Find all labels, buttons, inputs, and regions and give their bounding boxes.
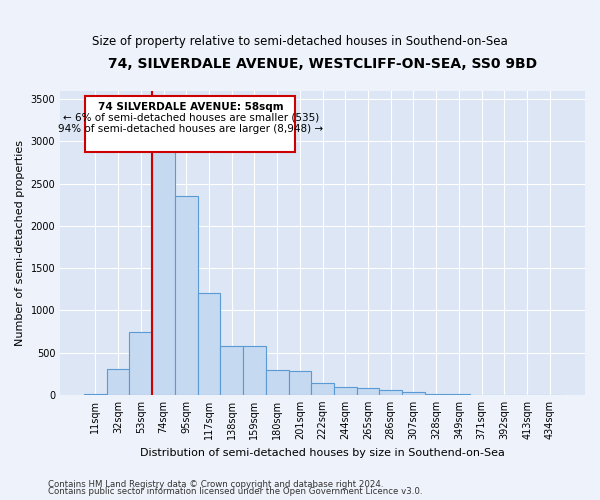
Bar: [334, 387, 356, 395]
Bar: [197, 294, 220, 395]
Title: 74, SILVERDALE AVENUE, WESTCLIFF-ON-SEA, SS0 9BD: 74, SILVERDALE AVENUE, WESTCLIFF-ON-SEA,…: [108, 58, 537, 71]
Bar: [243, 346, 266, 395]
Bar: [107, 368, 130, 395]
Text: 94% of semi-detached houses are larger (8,948) →: 94% of semi-detached houses are larger (…: [58, 124, 323, 134]
Bar: [425, 394, 448, 395]
Bar: [175, 196, 197, 395]
Bar: [220, 346, 243, 395]
Text: 74 SILVERDALE AVENUE: 58sqm: 74 SILVERDALE AVENUE: 58sqm: [98, 102, 284, 112]
Text: Size of property relative to semi-detached houses in Southend-on-Sea: Size of property relative to semi-detach…: [92, 35, 508, 48]
Bar: [152, 116, 175, 395]
Bar: [402, 392, 425, 395]
X-axis label: Distribution of semi-detached houses by size in Southend-on-Sea: Distribution of semi-detached houses by …: [140, 448, 505, 458]
Text: Contains public sector information licensed under the Open Government Licence v3: Contains public sector information licen…: [48, 487, 422, 496]
Bar: [356, 388, 379, 395]
Bar: [311, 383, 334, 395]
Y-axis label: Number of semi-detached properties: Number of semi-detached properties: [15, 140, 25, 346]
Bar: [289, 370, 311, 395]
Bar: [266, 370, 289, 395]
Bar: [379, 390, 402, 395]
Bar: [130, 332, 152, 395]
Text: ← 6% of semi-detached houses are smaller (535): ← 6% of semi-detached houses are smaller…: [62, 112, 319, 122]
Text: Contains HM Land Registry data © Crown copyright and database right 2024.: Contains HM Land Registry data © Crown c…: [48, 480, 383, 489]
Polygon shape: [85, 96, 295, 152]
